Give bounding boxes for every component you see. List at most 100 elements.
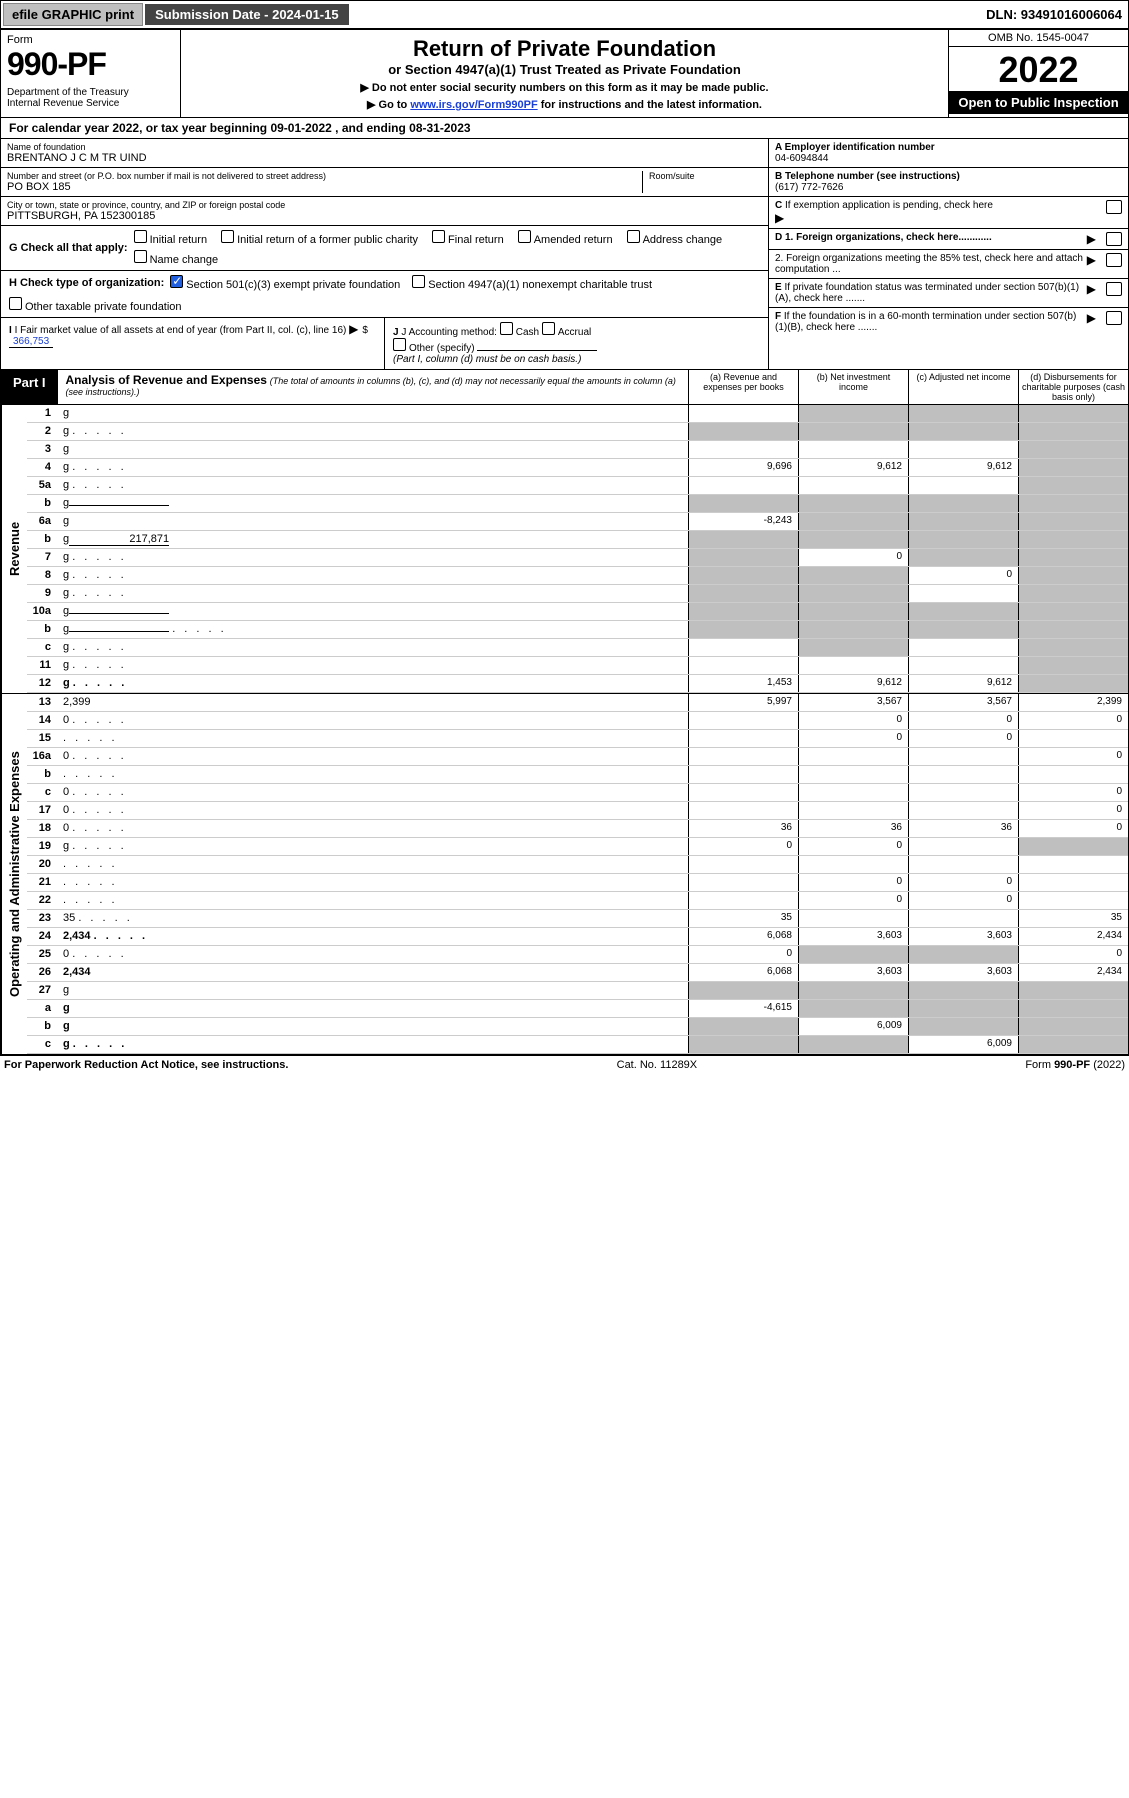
submission-date: Submission Date - 2024-01-15 — [145, 4, 349, 25]
revenue-section: Revenue 1g2g . . . . .3g4g . . . . .9,69… — [0, 405, 1129, 694]
form-note-1: ▶ Do not enter social security numbers o… — [191, 81, 938, 94]
j-other[interactable]: Other (specify) — [393, 343, 475, 354]
revenue-label: Revenue — [1, 405, 27, 693]
g-name-change[interactable]: Name change — [134, 250, 219, 266]
expense-section: Operating and Administrative Expenses 13… — [0, 694, 1129, 1055]
part1-tag: Part I — [1, 370, 58, 404]
j-accrual[interactable]: Accrual — [542, 327, 591, 338]
efile-btn[interactable]: efile GRAPHIC print — [3, 3, 143, 26]
line-11: 11g . . . . . — [27, 657, 1128, 675]
j-cash[interactable]: Cash — [500, 327, 539, 338]
form-number: 990-PF — [7, 46, 174, 83]
tax-year: 2022 — [949, 47, 1128, 91]
line-19: 19g . . . . .00 — [27, 838, 1128, 856]
line-b: bg6,009 — [27, 1018, 1128, 1036]
line-a: ag-4,615 — [27, 1000, 1128, 1018]
col-d-header: (d) Disbursements for charitable purpose… — [1018, 370, 1128, 404]
line-25: 250 . . . . .00 — [27, 946, 1128, 964]
col-b-header: (b) Net investment income — [798, 370, 908, 404]
line-1: 1g — [27, 405, 1128, 423]
dept: Department of the TreasuryInternal Reven… — [7, 87, 174, 109]
g-amended[interactable]: Amended return — [518, 230, 613, 246]
header-right: OMB No. 1545-0047 2022 Open to Public In… — [948, 30, 1128, 117]
section-g: G Check all that apply: Initial return I… — [1, 226, 768, 271]
h-501c3[interactable]: Section 501(c)(3) exempt private foundat… — [170, 275, 400, 291]
line-8: 8g . . . . .0 — [27, 567, 1128, 585]
line-c: c0 . . . . .0 — [27, 784, 1128, 802]
omb: OMB No. 1545-0047 — [949, 30, 1128, 47]
g-address-change[interactable]: Address change — [627, 230, 723, 246]
open-public: Open to Public Inspection — [949, 91, 1128, 114]
line-7: 7g . . . . .0 — [27, 549, 1128, 567]
line-22: 22 . . . . .00 — [27, 892, 1128, 910]
section-f: F If the foundation is in a 60-month ter… — [769, 308, 1128, 336]
calendar-year-line: For calendar year 2022, or tax year begi… — [0, 118, 1129, 139]
line-6a: 6ag-8,243 — [27, 513, 1128, 531]
g-initial-former[interactable]: Initial return of a former public charit… — [221, 230, 418, 246]
expense-rows: 132,3995,9973,5673,5672,399140 . . . . .… — [27, 694, 1128, 1054]
line-26: 262,4346,0683,6033,6032,434 — [27, 964, 1128, 982]
section-d1: D 1. Foreign organizations, check here..… — [769, 229, 1128, 250]
line-b: bg217,871 — [27, 531, 1128, 549]
line-9: 9g . . . . . — [27, 585, 1128, 603]
header-left: Form 990-PF Department of the TreasuryIn… — [1, 30, 181, 117]
line-4: 4g . . . . .9,6969,6129,612 — [27, 459, 1128, 477]
section-d2: 2. Foreign organizations meeting the 85%… — [769, 250, 1128, 279]
line-10a: 10ag — [27, 603, 1128, 621]
section-h: H Check type of organization: Section 50… — [1, 271, 768, 318]
topbar: efile GRAPHIC print Submission Date - 20… — [0, 0, 1129, 29]
foundation-name: Name of foundation BRENTANO J C M TR UIN… — [1, 139, 768, 168]
fmv-value: 366,753 — [9, 336, 53, 348]
line-b: bg — [27, 495, 1128, 513]
expense-label: Operating and Administrative Expenses — [1, 694, 27, 1054]
footer-mid: Cat. No. 11289X — [617, 1059, 698, 1071]
form-subtitle: or Section 4947(a)(1) Trust Treated as P… — [191, 62, 938, 77]
sections-i-j: I I Fair market value of all assets at e… — [1, 318, 768, 369]
col-a-header: (a) Revenue and expenses per books — [688, 370, 798, 404]
h-4947[interactable]: Section 4947(a)(1) nonexempt charitable … — [412, 275, 652, 291]
address-row: Number and street (or P.O. box number if… — [1, 168, 768, 197]
form-header: Form 990-PF Department of the TreasuryIn… — [0, 29, 1129, 118]
g-initial-return[interactable]: Initial return — [134, 230, 207, 246]
line-16a: 16a0 . . . . .0 — [27, 748, 1128, 766]
section-c: C If exemption application is pending, c… — [769, 197, 1128, 229]
footer-right: Form 990-PF (2022) — [1025, 1059, 1125, 1071]
section-j: J J Accounting method: Cash Accrual Othe… — [384, 318, 768, 369]
line-14: 140 . . . . .000 — [27, 712, 1128, 730]
line-20: 20 . . . . . — [27, 856, 1128, 874]
form-note-2: ▶ Go to www.irs.gov/Form990PF for instru… — [191, 98, 938, 111]
form-title: Return of Private Foundation — [191, 36, 938, 62]
section-e: E If private foundation status was termi… — [769, 279, 1128, 308]
col-c-header: (c) Adjusted net income — [908, 370, 1018, 404]
line-24: 242,434 . . . . .6,0683,6033,6032,434 — [27, 928, 1128, 946]
g-final-return[interactable]: Final return — [432, 230, 504, 246]
part1-title: Analysis of Revenue and Expenses (The to… — [58, 370, 688, 404]
line-27: 27g — [27, 982, 1128, 1000]
line-23: 2335 . . . . .3535 — [27, 910, 1128, 928]
line-c: cg . . . . . — [27, 639, 1128, 657]
line-15: 15 . . . . .00 — [27, 730, 1128, 748]
info-grid: Name of foundation BRENTANO J C M TR UIN… — [0, 139, 1129, 370]
h-other[interactable]: Other taxable private foundation — [9, 297, 182, 313]
dln: DLN: 93491016006064 — [986, 7, 1122, 22]
revenue-rows: 1g2g . . . . .3g4g . . . . .9,6969,6129,… — [27, 405, 1128, 693]
line-b: b . . . . . — [27, 766, 1128, 784]
form-label: Form — [7, 34, 174, 46]
line-12: 12g . . . . .1,4539,6129,612 — [27, 675, 1128, 693]
info-right: A Employer identification number 04-6094… — [768, 139, 1128, 369]
line-c: cg . . . . .6,009 — [27, 1036, 1128, 1054]
info-left: Name of foundation BRENTANO J C M TR UIN… — [1, 139, 768, 369]
line-13: 132,3995,9973,5673,5672,399 — [27, 694, 1128, 712]
line-18: 180 . . . . .3636360 — [27, 820, 1128, 838]
header-mid: Return of Private Foundation or Section … — [181, 30, 948, 117]
line-3: 3g — [27, 441, 1128, 459]
footer-left: For Paperwork Reduction Act Notice, see … — [4, 1059, 288, 1071]
line-5a: 5ag . . . . . — [27, 477, 1128, 495]
part1-header: Part I Analysis of Revenue and Expenses … — [0, 370, 1129, 405]
section-b: B Telephone number (see instructions) (6… — [769, 168, 1128, 197]
city-row: City or town, state or province, country… — [1, 197, 768, 226]
section-i: I I Fair market value of all assets at e… — [1, 318, 384, 369]
line-21: 21 . . . . .00 — [27, 874, 1128, 892]
irs-link[interactable]: www.irs.gov/Form990PF — [410, 99, 537, 111]
footer: For Paperwork Reduction Act Notice, see … — [0, 1055, 1129, 1074]
